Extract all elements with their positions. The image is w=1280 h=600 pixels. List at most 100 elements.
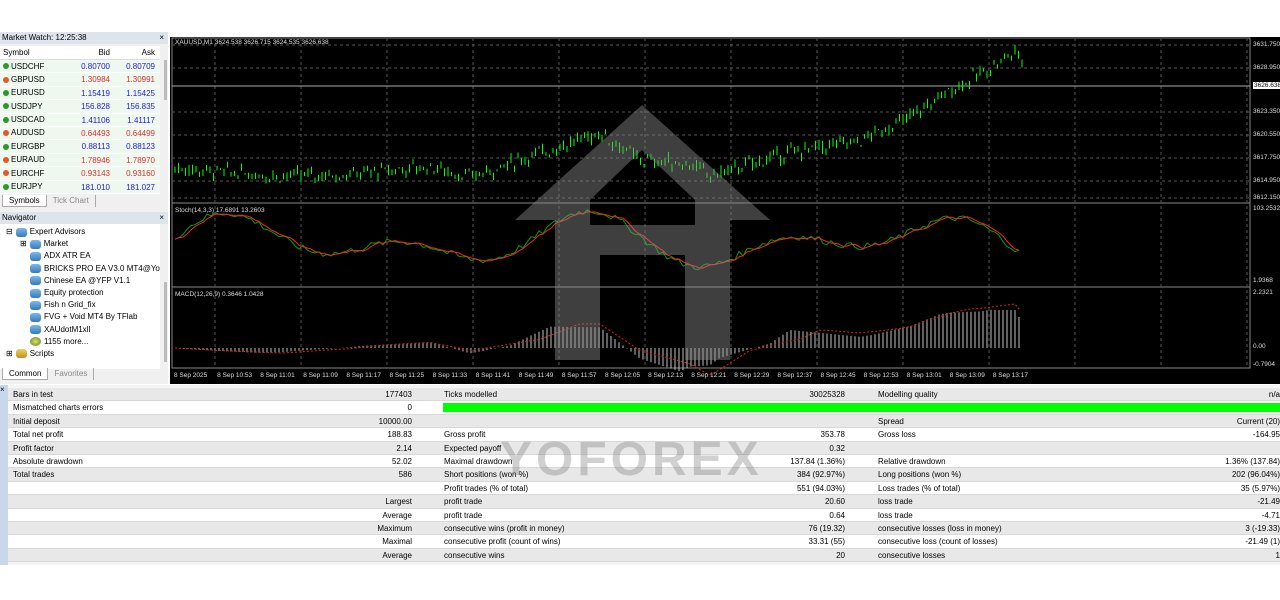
close-icon[interactable]: × — [159, 213, 164, 222]
report-value: 137.84 (1.36%) — [790, 457, 845, 466]
market-watch-row[interactable]: EURGBP 0.88113 0.88123 — [0, 140, 160, 154]
expand-icon[interactable]: ⊞ — [6, 348, 13, 358]
report-label: Loss trades (% of total) — [878, 483, 961, 493]
report-value: 33.31 (55) — [808, 537, 845, 547]
market-watch-row[interactable]: USDJPY 156.828 156.835 — [0, 100, 160, 114]
time-tick: 8 Sep 11:25 — [389, 372, 425, 379]
report-value: Largest — [385, 497, 412, 507]
market-watch-row[interactable]: USDCHF 0.80700 0.80709 — [0, 60, 160, 74]
tab-common[interactable]: Common — [2, 368, 49, 380]
globe-icon — [30, 337, 41, 347]
report-label: consecutive wins — [444, 550, 505, 560]
watermark-logo — [515, 105, 770, 360]
price-tick: 3626.638 — [1253, 82, 1280, 89]
market-watch-row[interactable]: EURCHF 0.93143 0.93160 — [0, 167, 160, 181]
report-value: -21.49 (1) — [1245, 537, 1280, 547]
market-watch-row[interactable]: EURUSD 1.15419 1.15425 — [0, 86, 160, 101]
report-value: Average — [382, 550, 412, 560]
arrow-up-icon — [3, 63, 9, 70]
time-tick: 8 Sep 13:01 — [906, 372, 942, 379]
report-value: 384 (92.97%) — [796, 470, 845, 480]
scrollbar[interactable] — [164, 60, 167, 100]
tree-item-expert[interactable]: FVG + Void MT4 By TFlab — [0, 311, 160, 323]
tree-item-expert[interactable]: Chinese EA @YFP V1.1 — [0, 275, 160, 287]
tree-item-expert-advisors[interactable]: ⊟ Expert Advisors — [0, 226, 160, 238]
report-label: loss trade — [878, 510, 913, 520]
tree-item-expert[interactable]: ADX ATR EA — [0, 250, 160, 262]
market-watch-row[interactable]: EURAUD 1.78946 1.78970 — [0, 153, 160, 168]
tree-item-expert[interactable]: BRICKS PRO EA V3.0 MT4@YoF — [0, 263, 160, 275]
time-tick: 8 Sep 11:41 — [475, 372, 511, 379]
report-label: loss trade — [878, 497, 913, 507]
tab-tick-chart[interactable]: Tick Chart — [47, 195, 96, 207]
report-label: consecutive loss (count of losses) — [878, 537, 998, 547]
report-row: Total net profit 188.83 Gross profit 353.78… — [8, 428, 1280, 442]
tree-item-expert[interactable]: Fish n Grid_fix — [0, 299, 160, 311]
report-label: Gross loss — [878, 430, 916, 440]
expand-icon[interactable]: ⊞ — [20, 239, 27, 249]
report-row: Maximum consecutive wins (profit in money… — [8, 522, 1280, 536]
tree-item-expert[interactable]: ⊞ Market — [0, 238, 160, 250]
collapse-icon[interactable]: ⊟ — [6, 227, 13, 236]
report-value: 2.14 — [396, 443, 412, 453]
report-row: Initial deposit 10000.00 Spread Current (20… — [8, 414, 1280, 429]
arrow-up-icon — [3, 183, 9, 190]
report-value: 30025328 — [809, 390, 845, 399]
arrow-up-icon — [3, 103, 9, 110]
report-label: Spread — [878, 416, 904, 426]
time-tick: 8 Sep 12:45 — [820, 372, 856, 379]
price-tick: 3628.950 — [1253, 64, 1280, 71]
market-watch-row[interactable]: EURJPY 181.010 181.027 — [0, 180, 160, 194]
report-row: Average consecutive wins 20 consecutive los… — [8, 548, 1280, 563]
report-value: 0 — [407, 403, 412, 413]
report-label: Profit factor — [13, 443, 54, 453]
close-icon[interactable]: × — [0, 385, 5, 394]
arrow-up-icon — [3, 116, 9, 123]
macd-signal-line — [174, 303, 1020, 376]
time-tick: 8 Sep 12:13 — [648, 372, 684, 379]
report-label: Modelling quality — [878, 390, 938, 399]
report-value: -4.71 — [1261, 510, 1280, 520]
time-tick: 8 Sep 10:53 — [217, 372, 253, 379]
close-icon[interactable]: × — [159, 33, 164, 42]
expert-advisor-icon — [30, 251, 41, 261]
report-value: n/a — [1268, 390, 1280, 399]
arrow-down-icon — [3, 76, 9, 83]
left-panel: Market Watch: 12:25:38 × Symbol Bid Ask U… — [0, 32, 168, 384]
expert-advisor-icon — [30, 276, 41, 286]
tab-symbols[interactable]: Symbols — [2, 195, 47, 207]
tree-item-expert[interactable]: 1155 more... — [0, 336, 160, 348]
report-label: consecutive losses (loss in money) — [878, 524, 1002, 533]
market-watch-row[interactable]: GBPUSD 1.30984 1.30991 — [0, 73, 160, 87]
macd-tick: 2.2321 — [1253, 289, 1273, 296]
scrollbar[interactable] — [164, 282, 167, 362]
report-label: Total trades — [13, 470, 55, 480]
tree-item-expert[interactable]: XAUdotM1xll — [0, 324, 160, 336]
report-row: Total trades 586 Short positions (won %) 38… — [8, 468, 1280, 482]
tree-item-expert[interactable]: Equity protection — [0, 287, 160, 299]
report-label: consecutive wins (profit in money) — [444, 524, 565, 533]
time-tick: 8 Sep 11:49 — [518, 372, 554, 379]
report-label: Long positions (won %) — [878, 470, 962, 480]
market-watch-row[interactable]: USDCAD 1.41106 1.41117 — [0, 113, 160, 127]
price-tick: 3631.750 — [1253, 41, 1280, 48]
report-label: Short positions (won %) — [444, 470, 529, 480]
report-label: consecutive losses — [878, 550, 946, 560]
price-chart[interactable]: XAUUSD,M1 3624.538 3626.715 3624.535 362… — [170, 37, 1280, 384]
report-value: 202 (96.04%) — [1231, 470, 1280, 480]
report-row: Average profit trade 0.64 loss trade -4.71 — [8, 508, 1280, 522]
time-tick: 8 Sep 13:09 — [949, 372, 985, 379]
stoch-tick: 1.9368 — [1253, 277, 1273, 284]
tab-favorites[interactable]: Favorites — [48, 368, 95, 380]
price-tick: 3612.150 — [1253, 194, 1280, 201]
macd-label: MACD(12,26,9) 0.3646 1.0428 — [175, 291, 264, 298]
market-watch-row[interactable]: AUDUSD 0.64493 0.64499 — [0, 126, 160, 141]
report-label: Maximal drawdown — [444, 457, 513, 466]
macd-tick: -0.7904 — [1253, 361, 1276, 368]
report-label: consecutive profit (count of wins) — [444, 537, 561, 547]
table-header: Symbol Bid Ask — [0, 46, 160, 60]
report-value: 1 — [1275, 550, 1280, 560]
tree-item-scripts[interactable]: ⊞ Scripts — [0, 348, 160, 360]
expert-advisor-icon — [15, 227, 27, 237]
arrow-down-icon — [3, 156, 9, 163]
